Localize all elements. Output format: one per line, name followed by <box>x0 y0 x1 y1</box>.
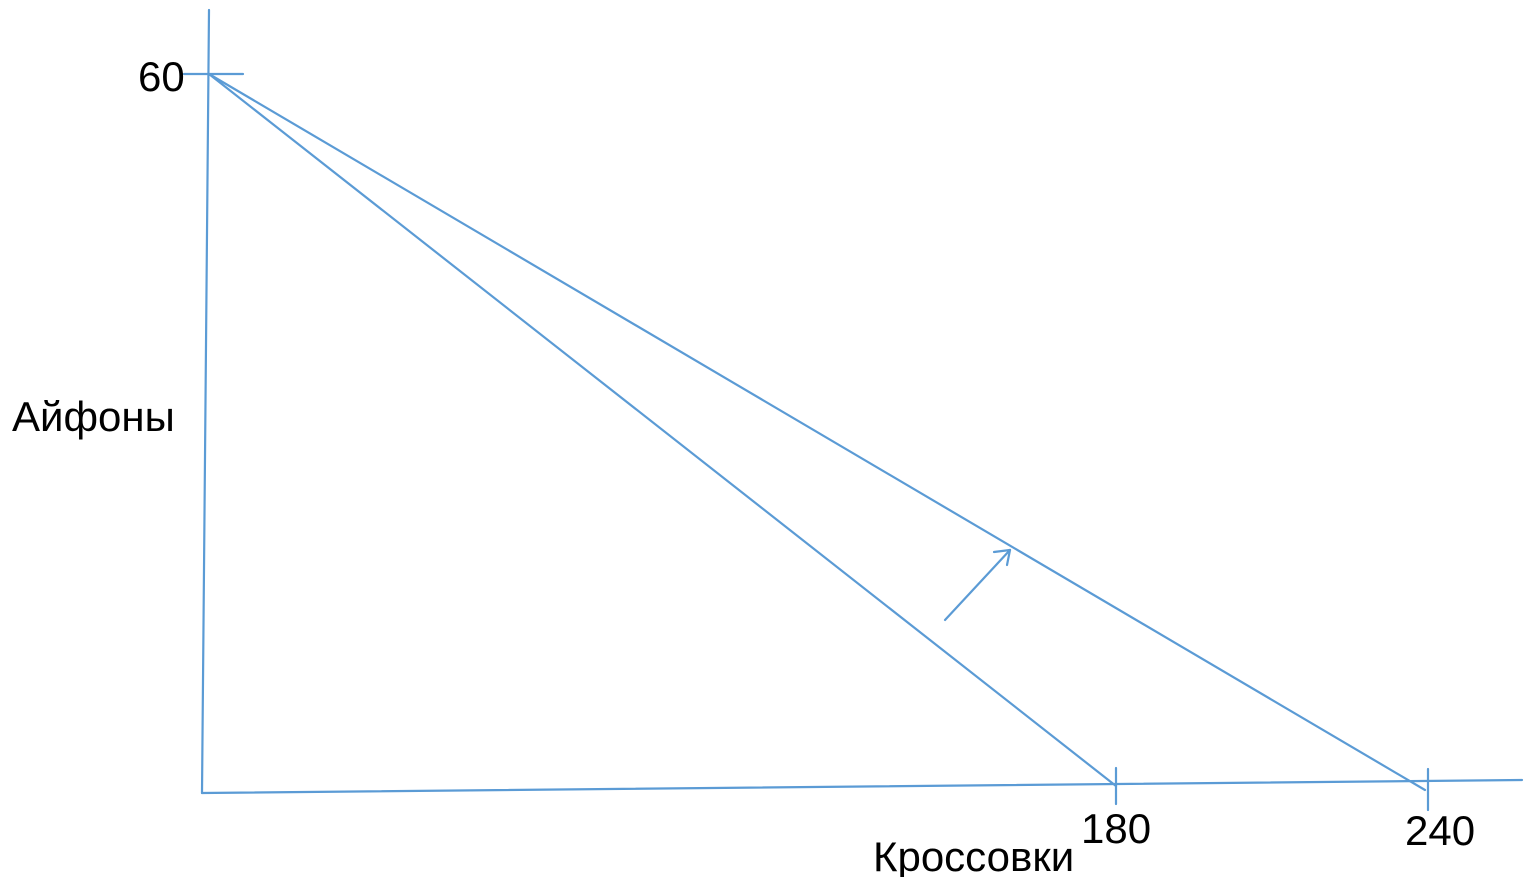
y-tick-label-60: 60 <box>138 53 185 100</box>
arrow-up-right-icon <box>943 548 1012 622</box>
x-axis-label: Кроссовки <box>873 833 1074 877</box>
budget-line-initial <box>207 72 1118 788</box>
x-axis <box>200 778 1524 795</box>
x-tick-label-240: 240 <box>1405 807 1475 854</box>
budget-line-new <box>207 72 1427 792</box>
y-axis-label: Айфоны <box>12 393 175 440</box>
x-tick-label-180: 180 <box>1081 805 1151 852</box>
y-axis <box>200 8 211 795</box>
